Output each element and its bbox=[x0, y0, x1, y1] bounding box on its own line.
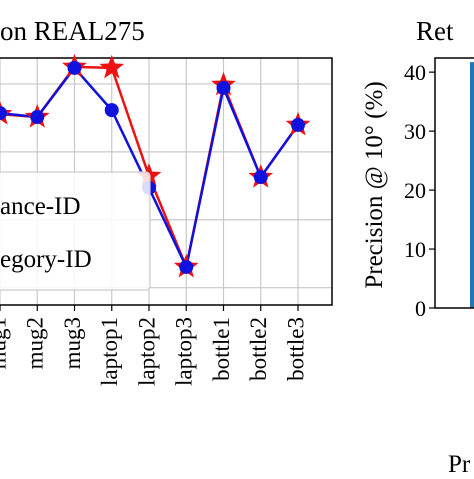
x-axis-label: Pr bbox=[448, 451, 471, 474]
legend-box bbox=[0, 171, 151, 291]
circle-marker bbox=[216, 80, 231, 95]
x-tick-label: laptop1 bbox=[97, 317, 122, 386]
x-tick-label: bottle1 bbox=[209, 317, 234, 381]
circle-marker bbox=[67, 60, 82, 75]
x-tick-label: bottle2 bbox=[246, 317, 271, 381]
y-tick-label: 40 bbox=[404, 60, 426, 85]
y-tick-label: 30 bbox=[404, 119, 426, 144]
plot-frame bbox=[0, 57, 333, 306]
circle-marker bbox=[253, 170, 268, 185]
x-tick-label: bottle3 bbox=[283, 317, 308, 381]
y-axis-label: Precision @ 10° (%) bbox=[361, 81, 388, 288]
x-tick-label: mug3 bbox=[60, 317, 85, 369]
x-tick-label: laptop2 bbox=[134, 317, 159, 386]
legend-label: egory-ID bbox=[0, 246, 92, 273]
chart-title: on REAL275 bbox=[0, 16, 145, 46]
y-tick-label: 10 bbox=[404, 237, 426, 262]
star-marker bbox=[99, 54, 125, 79]
x-tick-label: mug2 bbox=[23, 317, 48, 369]
x-tick-label: laptop3 bbox=[172, 317, 197, 386]
circle-marker bbox=[30, 110, 45, 125]
chart-title: Ret bbox=[416, 16, 454, 46]
y-tick-label: 20 bbox=[404, 178, 426, 203]
x-tick-label: mug1 bbox=[0, 317, 10, 369]
circle-marker bbox=[0, 106, 7, 121]
plot-frame bbox=[434, 57, 474, 309]
y-tick-label: 0 bbox=[415, 296, 426, 321]
circle-marker bbox=[104, 103, 119, 118]
circle-marker bbox=[291, 117, 305, 132]
circle-marker bbox=[179, 259, 194, 274]
bar bbox=[470, 62, 474, 309]
legend-label: ance-ID bbox=[0, 193, 81, 220]
